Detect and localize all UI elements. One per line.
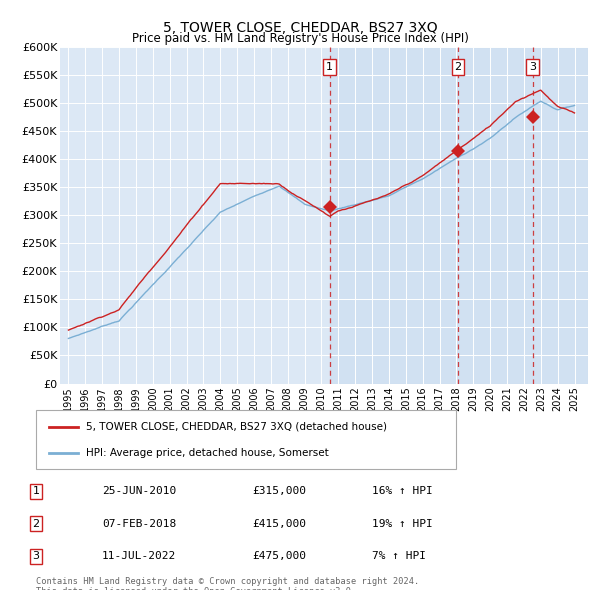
FancyBboxPatch shape xyxy=(36,410,456,469)
Text: 5, TOWER CLOSE, CHEDDAR, BS27 3XQ (detached house): 5, TOWER CLOSE, CHEDDAR, BS27 3XQ (detac… xyxy=(86,422,388,431)
Text: 1: 1 xyxy=(326,62,333,72)
Text: 7% ↑ HPI: 7% ↑ HPI xyxy=(372,551,426,561)
Text: Price paid vs. HM Land Registry's House Price Index (HPI): Price paid vs. HM Land Registry's House … xyxy=(131,32,469,45)
Text: Contains HM Land Registry data © Crown copyright and database right 2024.
This d: Contains HM Land Registry data © Crown c… xyxy=(36,577,419,590)
Text: 19% ↑ HPI: 19% ↑ HPI xyxy=(372,519,433,529)
Text: 11-JUL-2022: 11-JUL-2022 xyxy=(102,551,176,561)
Text: 16% ↑ HPI: 16% ↑ HPI xyxy=(372,486,433,496)
Text: 07-FEB-2018: 07-FEB-2018 xyxy=(102,519,176,529)
Text: 2: 2 xyxy=(32,519,40,529)
Text: 3: 3 xyxy=(32,551,40,561)
Bar xyxy=(329,47,588,384)
Text: £315,000: £315,000 xyxy=(252,486,306,496)
Text: 1: 1 xyxy=(32,486,40,496)
Text: 25-JUN-2010: 25-JUN-2010 xyxy=(102,486,176,496)
Text: £415,000: £415,000 xyxy=(252,519,306,529)
Text: HPI: Average price, detached house, Somerset: HPI: Average price, detached house, Some… xyxy=(86,448,329,457)
Text: £475,000: £475,000 xyxy=(252,551,306,561)
Text: 5, TOWER CLOSE, CHEDDAR, BS27 3XQ: 5, TOWER CLOSE, CHEDDAR, BS27 3XQ xyxy=(163,21,437,35)
Text: 2: 2 xyxy=(455,62,461,72)
Text: 3: 3 xyxy=(529,62,536,72)
